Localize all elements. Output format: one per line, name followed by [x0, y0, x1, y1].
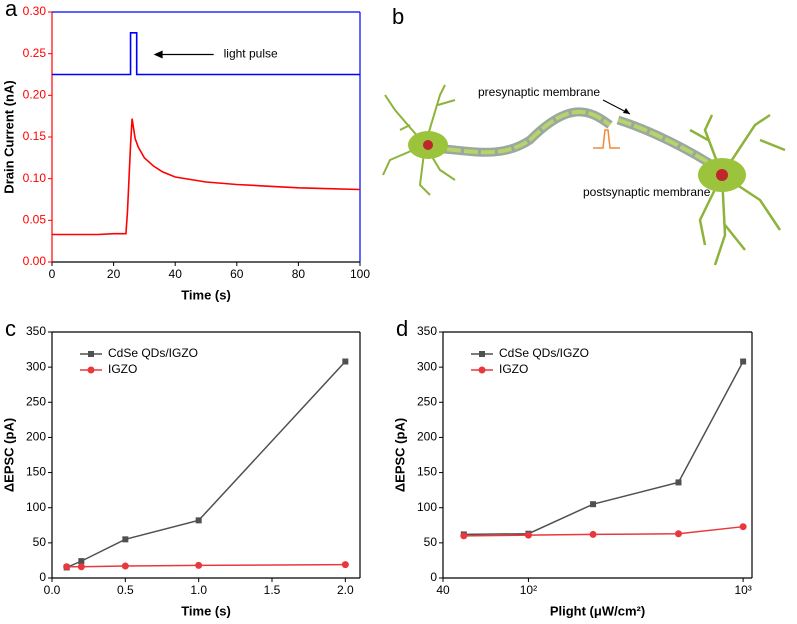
- marker: [77, 563, 85, 571]
- x-tick-label: 0.5: [117, 583, 134, 597]
- y-tick-label: 0.10: [23, 171, 47, 185]
- x-tick-label: 0.0: [44, 583, 61, 597]
- x-axis-title: Time (s): [181, 603, 231, 618]
- marker: [675, 479, 682, 486]
- y-tick-label: 100: [26, 500, 46, 514]
- y-tick-label: 0.20: [23, 88, 47, 102]
- y-tick-label: 50: [33, 535, 47, 549]
- marker: [78, 558, 85, 565]
- marker: [589, 530, 597, 538]
- x-axis-title: Plight (μW/cm²): [550, 603, 645, 618]
- illustration-label: presynaptic membrane: [478, 85, 600, 99]
- marker: [740, 358, 747, 365]
- x-tick-label: 10³: [734, 583, 751, 597]
- neuron-illustration: b presynaptic membrane postsynaptic memb…: [382, 4, 786, 266]
- y-tick-label: 0.15: [23, 129, 47, 143]
- marker: [121, 562, 129, 570]
- x-tick-label: 60: [230, 267, 244, 281]
- x-tick-label: 40: [169, 267, 183, 281]
- nucleus-post: [716, 169, 728, 181]
- panel-label: c: [5, 316, 16, 341]
- y-tick-label: 0.00: [23, 254, 47, 268]
- y-tick-label: 0.30: [23, 4, 47, 18]
- y-tick-label: 200: [26, 430, 46, 444]
- x-tick-label: 2.0: [337, 583, 354, 597]
- series-line: [52, 118, 361, 236]
- y-axis-title: Drain Current (nA): [1, 80, 16, 193]
- x-tick-label: 100: [350, 267, 370, 281]
- series-line: [463, 361, 744, 536]
- marker: [460, 532, 468, 540]
- x-tick-label: 10²: [520, 583, 537, 597]
- x-tick-label: 1.5: [264, 583, 281, 597]
- x-tick-label: 40: [436, 583, 450, 597]
- y-tick-label: 300: [417, 359, 437, 373]
- legend-marker: [87, 366, 95, 374]
- legend-label: IGZO: [108, 362, 137, 376]
- marker: [63, 563, 71, 571]
- y-axis-title: ΔEPSC (pA): [1, 418, 16, 492]
- series-line: [52, 32, 360, 76]
- annotation: light pulse: [224, 47, 278, 61]
- marker: [524, 531, 532, 539]
- panel-label: a: [5, 0, 18, 21]
- marker: [122, 536, 129, 543]
- marker: [342, 358, 349, 365]
- y-tick-label: 250: [26, 394, 46, 408]
- marker: [341, 561, 349, 569]
- legend-marker: [479, 351, 485, 357]
- y-tick-label: 0: [430, 570, 437, 584]
- x-axis-title: Time (s): [181, 287, 231, 302]
- marker: [739, 523, 747, 531]
- y-tick-label: 150: [26, 465, 46, 479]
- panel-label: b: [392, 4, 404, 29]
- series-line: [66, 361, 346, 569]
- legend-marker: [88, 351, 94, 357]
- marker: [590, 501, 597, 508]
- marker: [674, 530, 682, 538]
- legend-label: IGZO: [499, 362, 528, 376]
- y-tick-label: 0: [39, 570, 46, 584]
- legend-label: CdSe QDs/IGZO: [499, 346, 589, 360]
- arrowhead: [623, 108, 630, 114]
- marker: [195, 561, 203, 569]
- legend-marker: [478, 366, 486, 374]
- x-tick-label: 20: [107, 267, 121, 281]
- y-tick-label: 350: [417, 324, 437, 338]
- y-tick-label: 350: [26, 324, 46, 338]
- panel-label: d: [396, 316, 408, 341]
- y-tick-label: 0.05: [23, 213, 47, 227]
- myelin: [429, 109, 612, 155]
- x-tick-label: 80: [292, 267, 306, 281]
- x-tick-label: 0: [49, 267, 56, 281]
- y-tick-label: 100: [417, 500, 437, 514]
- y-tick-label: 50: [424, 535, 438, 549]
- y-tick-label: 150: [417, 465, 437, 479]
- illustration-label: postsynaptic membrane: [583, 185, 711, 199]
- y-tick-label: 200: [417, 430, 437, 444]
- x-tick-label: 1.0: [190, 583, 207, 597]
- marker: [195, 517, 202, 524]
- spike-icon: [593, 129, 620, 149]
- y-axis-title: ΔEPSC (pA): [392, 418, 407, 492]
- y-tick-label: 0.25: [23, 46, 47, 60]
- series-line: [66, 563, 346, 568]
- annotation-arrowhead: [153, 50, 163, 59]
- legend-label: CdSe QDs/IGZO: [108, 346, 198, 360]
- y-tick-label: 250: [417, 394, 437, 408]
- nucleus-pre: [423, 140, 433, 150]
- y-tick-label: 300: [26, 359, 46, 373]
